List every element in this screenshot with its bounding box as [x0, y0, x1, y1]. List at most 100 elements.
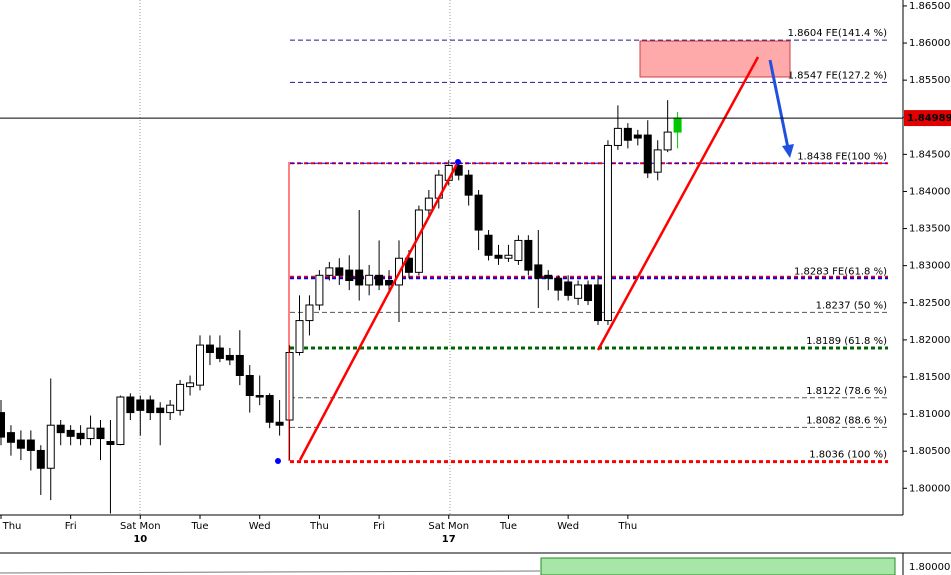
- candle-body: [613, 127, 622, 146]
- candle-body: [305, 304, 314, 322]
- candle-body: [6, 432, 15, 443]
- candle-body: [235, 354, 244, 376]
- candle-body: [176, 383, 185, 411]
- level-label: 1.8237 (50 %): [816, 300, 887, 311]
- candle-body: [484, 234, 493, 256]
- x-tick-label: Fri: [373, 521, 385, 532]
- candle-body: [464, 174, 473, 196]
- y-tick-label: 1.83500: [909, 224, 950, 235]
- y-tick-label: 1.84000: [909, 186, 950, 197]
- candle-body: [46, 424, 55, 469]
- candle-body: [56, 424, 65, 434]
- candle-body: [355, 269, 364, 286]
- candle-body: [554, 277, 563, 291]
- candle-body: [136, 399, 145, 411]
- candle-body: [146, 399, 155, 414]
- candle-body: [36, 449, 45, 469]
- y-tick-label: 1.86000: [909, 38, 950, 49]
- candle-body: [196, 344, 204, 386]
- x-tick-label: Wed: [557, 521, 579, 532]
- x-date-label: 17: [442, 534, 456, 545]
- y-tick-label: 1.84500: [909, 149, 950, 160]
- level-label: 1.8604 FE(141.4 %): [788, 28, 887, 39]
- x-date-label: 10: [133, 534, 147, 545]
- candle-body: [663, 131, 672, 151]
- candle-body: [474, 194, 483, 231]
- level-label: 1.8082 (88.6 %): [806, 415, 887, 426]
- anchor-point: [275, 458, 281, 464]
- candle-body: [564, 281, 573, 296]
- y-tick-label: 1.85500: [909, 75, 950, 86]
- candle-body: [365, 274, 374, 286]
- indicator-area: [540, 557, 896, 575]
- level-label: 1.8122 (78.6 %): [806, 386, 887, 397]
- candle-body: [514, 239, 523, 261]
- candle-body: [76, 432, 85, 440]
- y-tick-label: 1.81500: [909, 372, 950, 383]
- candle-body: [524, 239, 533, 271]
- current-price-label: 1.84989: [907, 113, 951, 124]
- x-tick-label: Fri: [65, 521, 77, 532]
- y-tick-label: 1.82000: [909, 335, 950, 346]
- y-tick-label: 1.80000: [909, 483, 950, 494]
- candle-body: [574, 284, 583, 299]
- candle-body: [275, 421, 284, 426]
- candle-body: [96, 427, 105, 440]
- x-tick-label: Sat Mon: [428, 521, 469, 532]
- candle-body: [454, 164, 463, 176]
- candle-body: [623, 127, 632, 141]
- candle-body: [653, 149, 662, 173]
- candle-body: [245, 374, 254, 397]
- candle-body: [285, 351, 294, 421]
- level-label: 1.8189 (61.8 %): [806, 336, 887, 347]
- candle-body: [643, 134, 652, 174]
- x-tick-label: Sat Mon: [120, 521, 161, 532]
- candle-body: [106, 441, 115, 446]
- candle-body: [385, 280, 394, 286]
- y-tick-label: 1.82500: [909, 298, 950, 309]
- candle-body: [225, 354, 234, 361]
- level-label: 1.8283 FE(61.8 %): [794, 266, 887, 277]
- x-tick-label: Wed: [249, 521, 271, 532]
- candle-body: [504, 254, 513, 259]
- candle-body: [673, 117, 682, 133]
- candle-body: [335, 267, 344, 276]
- candle-body: [315, 274, 324, 306]
- x-tick-label: Tue: [190, 521, 208, 532]
- level-label: 1.8438 FE(100 %): [797, 151, 887, 162]
- candle-body: [375, 274, 384, 286]
- x-tick-label: Thu: [617, 521, 637, 532]
- candle-body: [265, 395, 274, 423]
- candle-body: [603, 144, 612, 322]
- level-label: 1.8036 (100 %): [809, 450, 887, 461]
- candle-body: [16, 439, 25, 449]
- candle-body: [126, 396, 135, 414]
- arrow: [768, 59, 790, 149]
- candle-body: [66, 429, 75, 437]
- x-tick-label: Tue: [499, 521, 517, 532]
- arrow-head: [782, 144, 794, 158]
- candle-body: [186, 382, 195, 388]
- y-tick-label: 1.86500: [909, 1, 950, 12]
- candle-body: [544, 274, 553, 279]
- anchor-point: [455, 159, 461, 165]
- y-tick-label: 1.81000: [909, 409, 950, 420]
- candle-body: [295, 320, 304, 353]
- candle-body: [255, 395, 264, 398]
- current-price-tag: [904, 110, 951, 127]
- target-zone: [639, 40, 791, 78]
- candle-body: [86, 427, 95, 440]
- candle-body: [404, 257, 413, 273]
- trend-line: [298, 161, 460, 461]
- candle-body: [534, 264, 543, 279]
- x-tick-label: Thu: [2, 521, 22, 532]
- candle-body: [424, 197, 433, 211]
- candle-body: [215, 347, 224, 359]
- candle-body: [166, 404, 175, 414]
- indicator-line: [0, 570, 541, 574]
- candle-body: [325, 267, 334, 276]
- trend-line: [596, 56, 760, 351]
- candle-body: [116, 396, 125, 446]
